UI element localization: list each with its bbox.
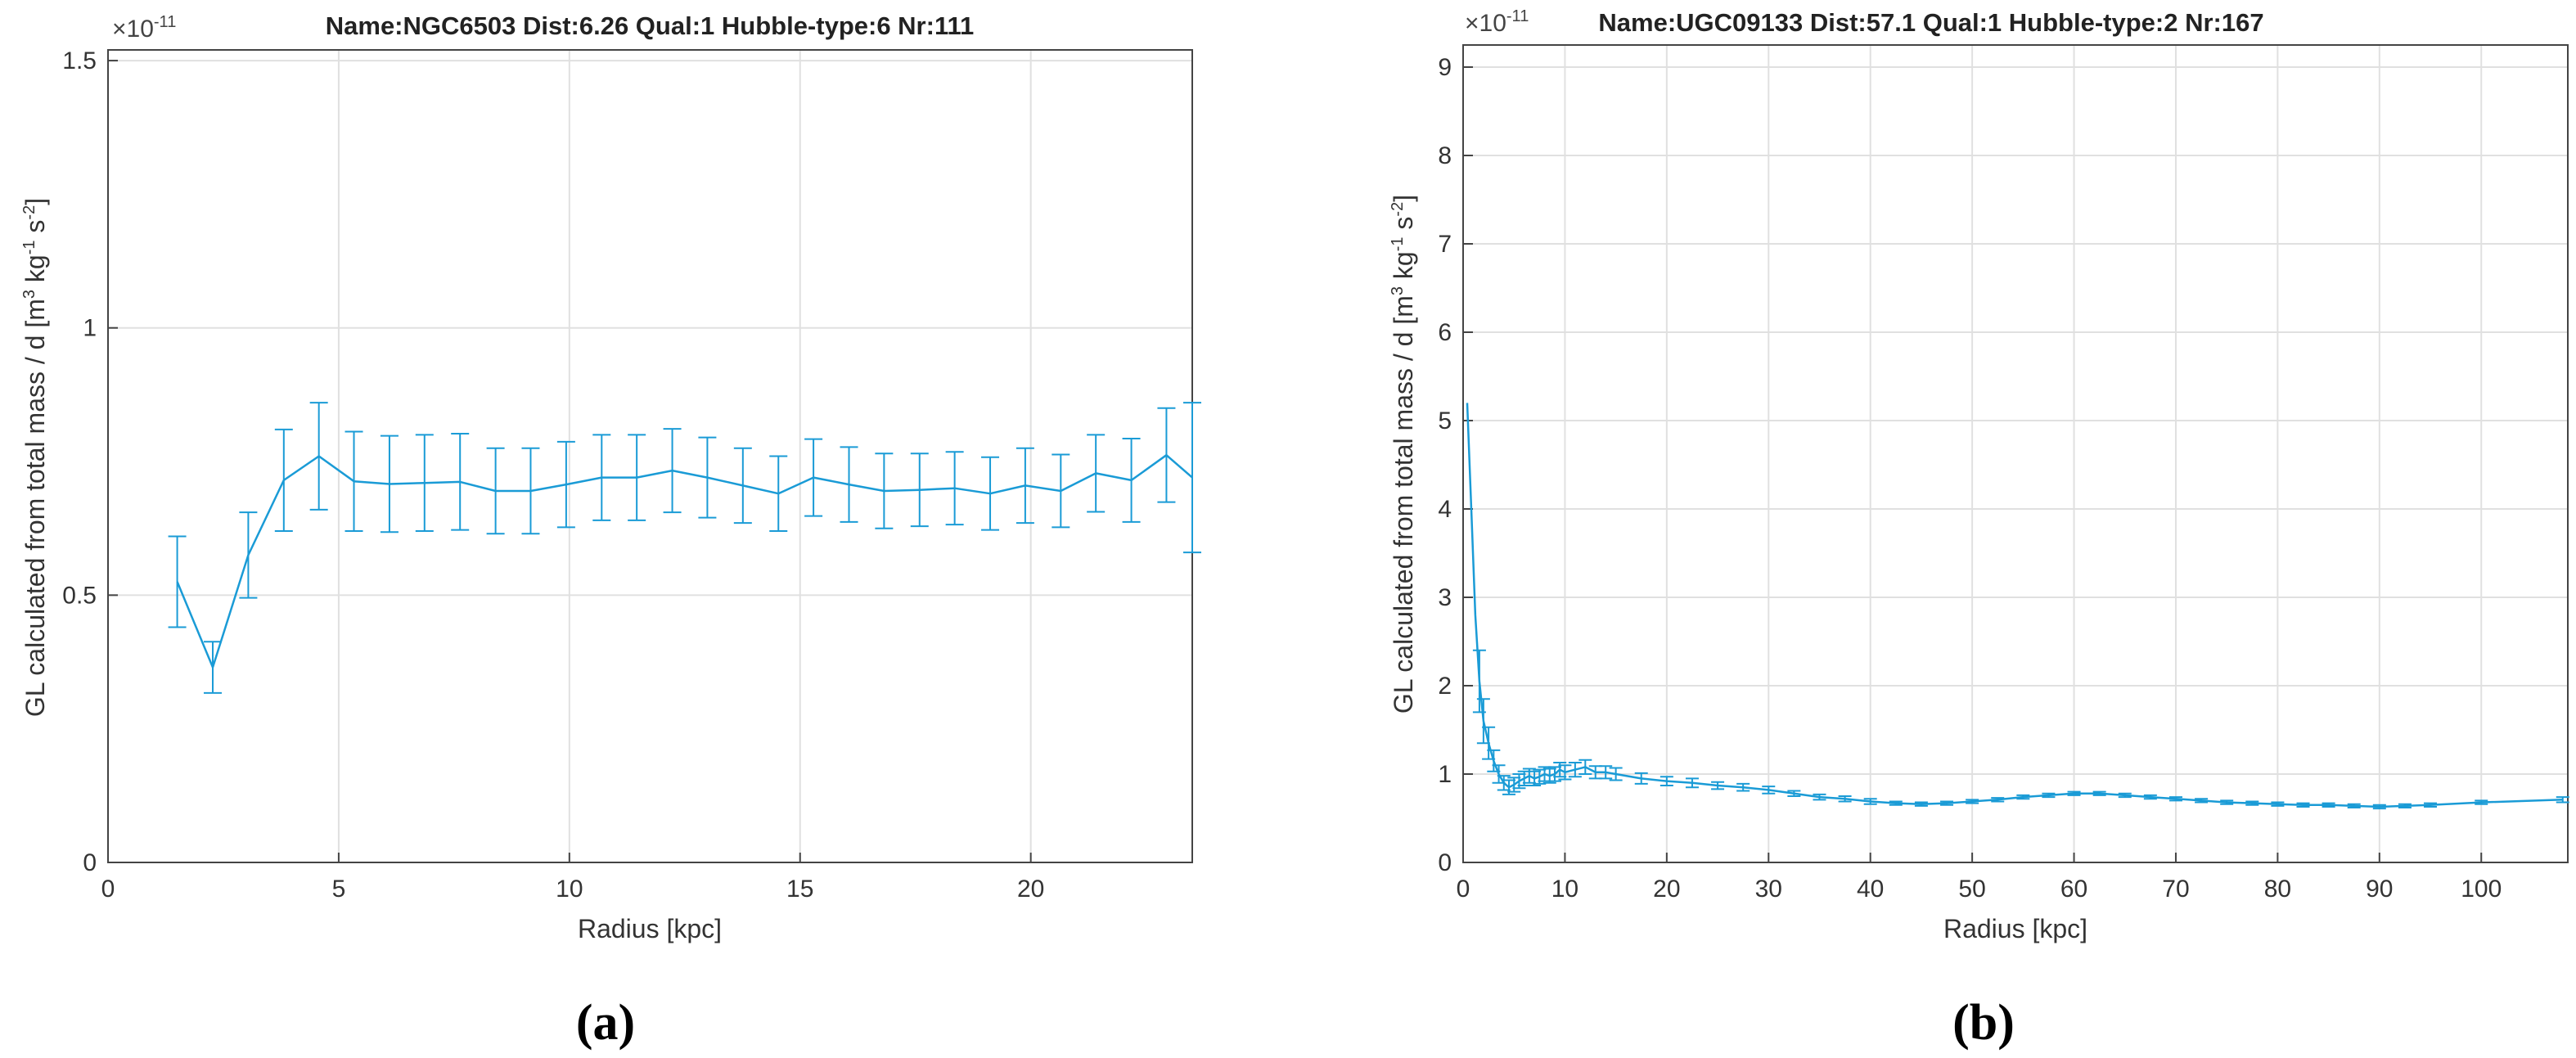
- y-label-text-a-3: s: [20, 220, 50, 241]
- chart-panel-a: Name:NGC6503 Dist:6.26 Qual:1 Hubble-typ…: [20, 11, 1201, 1051]
- x-tick-label-b: 10: [1551, 876, 1578, 903]
- y-tick-label-b: 5: [1438, 407, 1452, 434]
- x-ticks-b: 0 10 20 30 40 50 60 70 80 90 100: [1457, 853, 2502, 903]
- y-ticks-a: 0 0.5 1 1.5: [62, 47, 118, 876]
- x-tick-label-b: 80: [2264, 876, 2291, 903]
- y-label-text-b-2: kg: [1389, 251, 1418, 286]
- y-axis-label-a: GL calculated from total mass / d [m3 kg…: [20, 198, 50, 717]
- y-tick-label-b: 0: [1438, 849, 1452, 876]
- series-line-a: [176, 453, 1193, 669]
- series-line-b: [1466, 403, 2563, 808]
- x-tick-label-a: 20: [1017, 876, 1044, 903]
- y-label-text-b-3: s: [1389, 217, 1418, 237]
- x-tick-label-a: 10: [556, 876, 583, 903]
- y-tick-label-b: 8: [1438, 142, 1452, 169]
- series-b: [1466, 403, 2569, 810]
- panel-label-a: (a): [576, 995, 635, 1051]
- y-tick-label-b: 6: [1438, 319, 1452, 346]
- y-multiplier-exp-b: -11: [1506, 7, 1529, 25]
- y-tick-label-a: 0: [83, 849, 97, 876]
- y-multiplier-base-b: ×10: [1465, 10, 1506, 37]
- y-tick-label-b: 4: [1438, 496, 1452, 523]
- x-ticks-a: 0 5 10 15 20: [101, 853, 1044, 903]
- chart-title-b: Name:UGC09133 Dist:57.1 Qual:1 Hubble-ty…: [1598, 8, 2263, 37]
- y-label-sup-b-2: -1: [1389, 236, 1407, 251]
- y-multiplier-a: ×10-11: [112, 13, 176, 43]
- y-label-sup-b-1: 3: [1389, 286, 1407, 295]
- x-tick-label-b: 50: [1958, 876, 1985, 903]
- x-tick-label-b: 90: [2366, 876, 2393, 903]
- x-tick-label-b: 0: [1457, 876, 1470, 903]
- plot-frame-b: [1462, 44, 2569, 863]
- y-ticks-b: 0 1 2 3 4 5 6 7 8 9: [1438, 54, 1473, 876]
- y-label-sup-a-2: -1: [20, 240, 38, 254]
- y-tick-label-b: 3: [1438, 584, 1452, 611]
- y-label-text-b-1: GL calculated from total mass / d [m: [1389, 295, 1418, 714]
- y-label-text-a-2: kg: [20, 254, 50, 290]
- x-tick-label-b: 40: [1857, 876, 1884, 903]
- error-bar-a: [1183, 402, 1201, 554]
- series-a: [168, 402, 1201, 694]
- grid-a: [108, 50, 1192, 862]
- x-tick-label-b: 30: [1755, 876, 1782, 903]
- y-tick-label-b: 2: [1438, 673, 1452, 700]
- plot-frame-a: [107, 49, 1193, 863]
- x-tick-label-a: 5: [332, 876, 346, 903]
- y-tick-label-b: 1: [1438, 761, 1452, 788]
- y-label-text-a-1: GL calculated from total mass / d [m: [20, 299, 50, 717]
- y-tick-label-a: 0.5: [62, 582, 97, 609]
- y-label-sup-b-3: -2: [1389, 202, 1407, 217]
- y-tick-label-a: 1: [83, 315, 97, 342]
- y-multiplier-exp-a: -11: [154, 13, 176, 31]
- panel-label-b: (b): [1952, 995, 2015, 1051]
- x-tick-label-a: 0: [101, 876, 115, 903]
- y-multiplier-b: ×10-11: [1465, 7, 1529, 37]
- x-axis-label-b: Radius [kpc]: [1943, 914, 2087, 943]
- grid-b: [1463, 45, 2568, 862]
- y-label-text-b-4: ]: [1389, 195, 1418, 202]
- x-axis-label-a: Radius [kpc]: [578, 914, 722, 943]
- y-label-sup-a-1: 3: [20, 290, 38, 299]
- x-tick-label-b: 20: [1653, 876, 1680, 903]
- y-tick-label-b: 9: [1438, 54, 1452, 81]
- x-tick-label-a: 15: [786, 876, 813, 903]
- y-tick-label-b: 7: [1438, 231, 1452, 258]
- y-label-text-a-4: ]: [20, 198, 50, 205]
- y-tick-label-a: 1.5: [62, 47, 97, 74]
- x-tick-label-b: 100: [2461, 876, 2502, 903]
- x-tick-label-b: 70: [2162, 876, 2189, 903]
- y-axis-label-b: GL calculated from total mass / d [m3 kg…: [1389, 195, 1418, 714]
- chart-title-a: Name:NGC6503 Dist:6.26 Qual:1 Hubble-typ…: [326, 11, 975, 40]
- chart-panel-b: Name:UGC09133 Dist:57.1 Qual:1 Hubble-ty…: [1389, 7, 2569, 1051]
- x-tick-label-b: 60: [2060, 876, 2087, 903]
- y-label-sup-a-3: -2: [20, 205, 38, 220]
- y-multiplier-base-a: ×10: [112, 16, 154, 43]
